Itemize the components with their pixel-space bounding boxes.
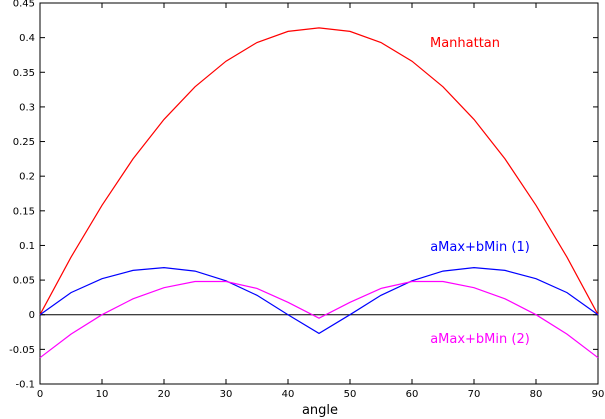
y-tick-label: 0.25 xyxy=(13,137,35,148)
series-labels: Manhattan aMax+bMin (1) aMax+bMin (2) xyxy=(430,36,530,347)
x-tick-label: 70 xyxy=(468,389,481,400)
series-line-2 xyxy=(39,266,599,335)
series-label-1: Manhattan xyxy=(430,36,500,51)
y-tick-label: -0.05 xyxy=(9,345,35,356)
y-tick-label: 0.15 xyxy=(13,206,35,217)
series-line-1 xyxy=(39,27,599,315)
y-tick-label: 0.05 xyxy=(13,276,35,287)
y-tick-label: 0.45 xyxy=(13,0,35,10)
y-tick-label: 0.1 xyxy=(19,241,35,252)
x-tick-label: 90 xyxy=(592,389,605,400)
x-tick-label: 80 xyxy=(530,389,543,400)
x-tick-label: 30 xyxy=(220,389,233,400)
series-line-3 xyxy=(39,280,599,359)
x-tick-label: 20 xyxy=(158,389,171,400)
series-layer xyxy=(39,27,599,359)
y-tick-label: 0.2 xyxy=(19,172,35,183)
series-label-2: aMax+bMin (1) xyxy=(430,240,530,255)
y-tick-label: 0.4 xyxy=(19,33,35,44)
y-tick-label: 0 xyxy=(29,310,35,321)
x-tick-label: 40 xyxy=(282,389,295,400)
y-tick-label: 0.35 xyxy=(13,68,35,79)
x-tick-label: 0 xyxy=(37,389,43,400)
y-tick-label: 0.3 xyxy=(19,102,35,113)
x-axis-label: angle xyxy=(302,403,338,418)
y-axis-ticks: -0.1 -0.05 0 0.05 0.1 0.15 0.2 0.25 0.3 0.35 0.4 0.… xyxy=(9,0,598,391)
x-axis-ticks: 0 10 20 30 40 50 60 70 80 90 xyxy=(37,3,605,400)
x-tick-label: 10 xyxy=(96,389,109,400)
series-label-3: aMax+bMin (2) xyxy=(430,332,530,347)
x-tick-label: 50 xyxy=(344,389,357,400)
x-tick-label: 60 xyxy=(406,389,419,400)
plot-frame xyxy=(39,2,599,385)
y-tick-label: -0.1 xyxy=(15,380,35,391)
